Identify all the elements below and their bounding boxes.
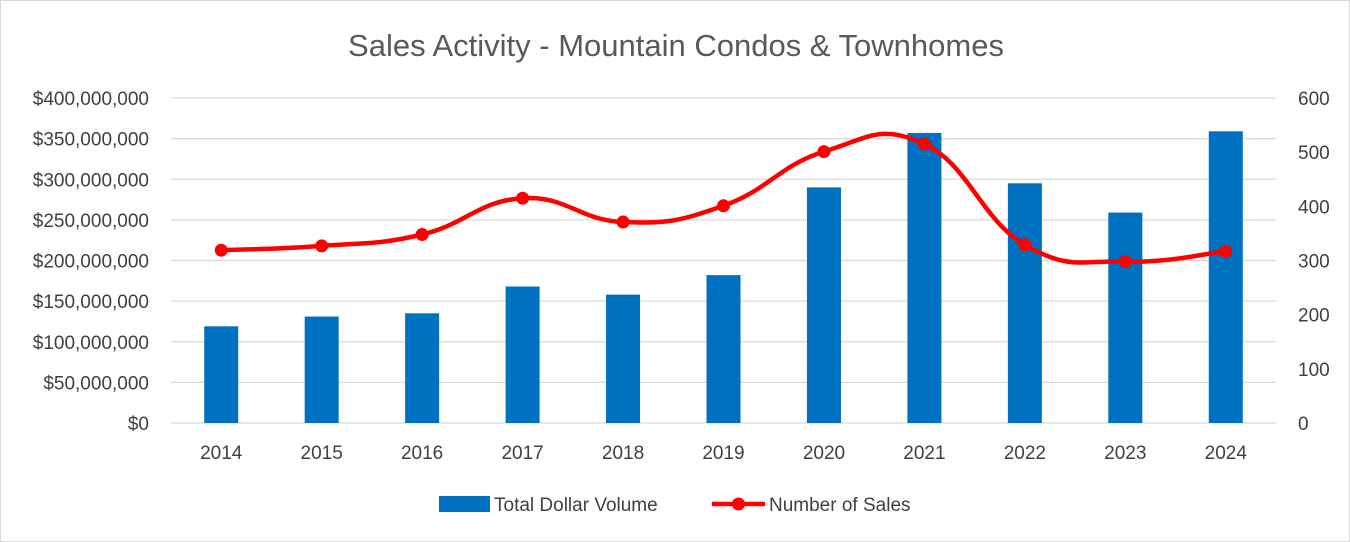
line-point-2023: [1118, 255, 1132, 269]
left-tick-label: $350,000,000: [33, 130, 149, 151]
x-tick-label: 2014: [200, 443, 243, 464]
left-tick-label: $0: [128, 414, 149, 435]
bar-2014: [204, 326, 239, 423]
left-tick-label: $50,000,000: [43, 373, 149, 394]
legend-label-bar: Total Dollar Volume: [494, 495, 658, 516]
legend-swatch-bar: [439, 496, 490, 512]
right-tick-label: 500: [1298, 143, 1330, 164]
bar-2018: [606, 294, 641, 423]
line-point-2022: [1018, 238, 1032, 252]
x-tick-label: 2023: [1104, 443, 1146, 464]
x-tick-label: 2017: [501, 443, 543, 464]
legend-swatch-marker: [732, 497, 745, 511]
left-tick-label: $100,000,000: [33, 333, 149, 354]
line-point-2019: [717, 199, 730, 213]
legend-label-line: Number of Sales: [769, 495, 911, 516]
line-point-2018: [616, 215, 630, 229]
left-axis: $0 $50,000,000 $100,000,000 $150,000,000 $20…: [33, 89, 149, 435]
bar-2015: [304, 316, 339, 423]
line-point-2024: [1219, 244, 1233, 258]
bar-2019: [706, 275, 741, 423]
bar-2022: [1007, 183, 1042, 423]
line-point-2021: [917, 137, 931, 151]
sales-count-line: [218, 131, 1229, 265]
x-axis: 2014 2015 2016 2017 2018 2019 2020 2021 2022 2023…: [200, 443, 1247, 464]
bar-2020: [806, 187, 841, 423]
right-axis: 0 100 200 300 400 500 600: [1298, 89, 1330, 435]
right-tick-label: 0: [1298, 414, 1309, 435]
line-point-2015: [315, 239, 329, 253]
x-tick-label: 2022: [1004, 443, 1046, 464]
x-tick-label: 2020: [803, 443, 845, 464]
line-series: [214, 131, 1233, 269]
right-tick-label: 100: [1298, 360, 1330, 381]
right-tick-label: 200: [1298, 306, 1330, 327]
line-point-2020: [817, 145, 831, 159]
right-tick-label: 600: [1298, 89, 1330, 110]
left-tick-label: $400,000,000: [33, 89, 149, 110]
legend: Total Dollar Volume Number of Sales: [439, 495, 911, 516]
x-tick-label: 2024: [1205, 443, 1248, 464]
left-tick-label: $150,000,000: [33, 292, 149, 313]
left-tick-label: $250,000,000: [33, 211, 149, 232]
left-tick-label: $300,000,000: [33, 170, 149, 191]
x-tick-label: 2021: [903, 443, 945, 464]
left-tick-label: $200,000,000: [33, 252, 149, 273]
bar-2021: [907, 132, 942, 423]
bar-2016: [405, 313, 440, 423]
right-tick-label: 400: [1298, 197, 1330, 218]
line-point-2014: [214, 243, 228, 257]
right-tick-label: 300: [1298, 252, 1330, 273]
gridlines: [171, 97, 1276, 424]
bar-series: [204, 131, 1243, 423]
x-tick-label: 2018: [602, 443, 644, 464]
line-point-2016: [415, 228, 429, 241]
bar-2017: [505, 286, 540, 423]
x-tick-label: 2019: [702, 443, 744, 464]
chart-title: Sales Activity - Mountain Condos & Townh…: [348, 28, 1004, 63]
x-tick-label: 2015: [301, 443, 343, 464]
x-tick-label: 2016: [401, 443, 443, 464]
bar-2023: [1108, 212, 1143, 423]
line-point-2017: [516, 191, 530, 205]
bar-2024: [1208, 131, 1243, 423]
